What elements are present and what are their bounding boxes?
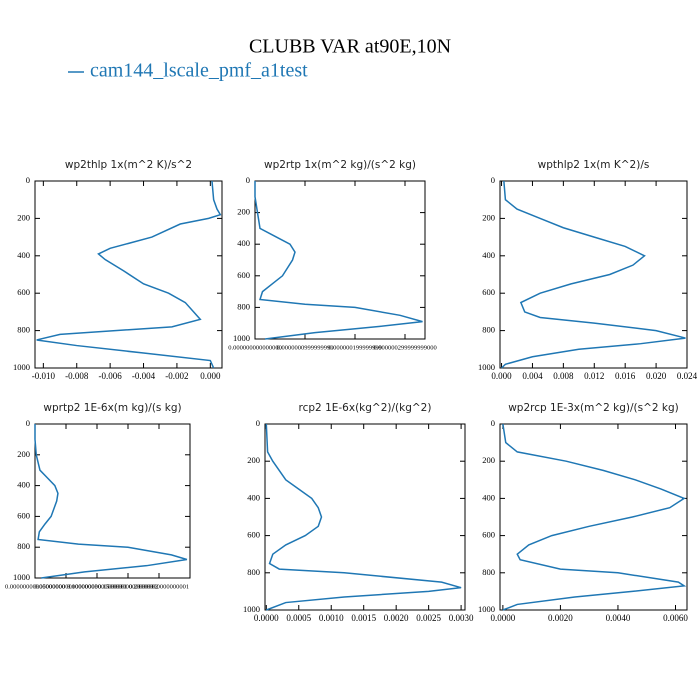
y-tick-label: 400 xyxy=(247,492,260,502)
y-tick-label: 800 xyxy=(17,325,30,335)
y-tick-label: 0 xyxy=(26,175,30,185)
x-tick-label: 0.000 xyxy=(491,371,512,381)
y-tick-label: 600 xyxy=(482,287,495,297)
panel-title: wp2rtp 1x(m^2 kg)/(s^2 kg) xyxy=(264,159,416,171)
profile-line xyxy=(36,180,222,369)
x-tick-label: 0.0030 xyxy=(449,613,474,623)
x-tick-label: 0.0015 xyxy=(351,613,376,623)
panel-title: wprtp2 1E-6x(m kg)/(s kg) xyxy=(43,402,181,414)
y-tick-label: 0 xyxy=(26,418,30,428)
y-tick-label: 200 xyxy=(247,455,260,465)
x-tick-label: 0.000000299999999000 xyxy=(373,344,436,351)
y-tick-label: 800 xyxy=(482,567,495,577)
profile-line xyxy=(34,424,188,579)
x-tick-label: -0.002 xyxy=(165,371,188,381)
y-tick-label: 200 xyxy=(482,455,495,465)
x-tick-label: 0.0000000999999990 xyxy=(277,344,334,351)
y-tick-label: 200 xyxy=(237,207,250,217)
x-tick-label: 0.020 xyxy=(646,371,667,381)
x-tick-label: 0.0025 xyxy=(416,613,441,623)
x-tick-label: 0.008 xyxy=(553,371,574,381)
profile-line xyxy=(502,423,687,611)
plot-frame xyxy=(34,180,223,369)
x-tick-label: -0.008 xyxy=(65,371,89,381)
y-tick-label: 1000 xyxy=(233,333,250,343)
x-tick-label: 0.016 xyxy=(615,371,636,381)
y-tick-label: 400 xyxy=(17,250,30,260)
y-tick-label: 1000 xyxy=(13,362,30,372)
x-tick-label: 0.0060 xyxy=(663,613,688,623)
x-tick-label: -0.004 xyxy=(132,371,156,381)
y-tick-label: 200 xyxy=(17,449,30,459)
page-title: CLUBB VAR at90E,10N xyxy=(249,36,451,58)
y-tick-label: 600 xyxy=(247,530,260,540)
plot-frame xyxy=(254,180,426,340)
x-tick-label: 0.00000000000000000 xyxy=(5,583,65,590)
y-tick-label: 600 xyxy=(482,530,495,540)
legend-label: cam144_lscale_pmf_a1test xyxy=(90,60,308,82)
x-tick-label: 0.0000 xyxy=(491,613,516,623)
y-tick-label: 800 xyxy=(247,567,260,577)
panel-title: rcp2 1E-6x(kg^2)/(kg^2) xyxy=(299,402,432,414)
y-tick-label: 400 xyxy=(482,492,495,502)
x-tick-label: 0.10000000000000001 xyxy=(67,583,127,590)
x-tick-label: 0.0005 xyxy=(286,613,311,623)
x-tick-label: 0.0010 xyxy=(319,613,344,623)
profile-line xyxy=(501,180,686,369)
panel-title: wp2thlp 1x(m^2 K)/s^2 xyxy=(65,159,192,171)
x-tick-label: 0.000 xyxy=(200,371,221,381)
y-tick-label: 600 xyxy=(17,510,30,520)
y-tick-label: 200 xyxy=(17,212,30,222)
y-tick-label: 1000 xyxy=(13,572,30,582)
x-tick-label: 0.20000000000000001 xyxy=(129,583,189,590)
y-tick-label: 0 xyxy=(491,175,495,185)
x-tick-label: 0.0020 xyxy=(548,613,573,623)
y-tick-label: 1000 xyxy=(478,604,495,614)
y-tick-label: 800 xyxy=(17,541,30,551)
x-tick-label: 0.000000000000000 xyxy=(228,344,282,351)
x-tick-label: 0.15000000000000002 xyxy=(98,583,158,590)
x-tick-label: -0.010 xyxy=(32,371,56,381)
y-tick-label: 200 xyxy=(482,212,495,222)
y-tick-label: 400 xyxy=(482,250,495,260)
profile-line xyxy=(254,181,423,340)
plot-frame xyxy=(499,180,688,369)
plot-frame xyxy=(264,423,466,611)
x-tick-label: 0.024 xyxy=(677,371,698,381)
x-tick-label: 0.0020 xyxy=(384,613,409,623)
y-tick-label: 1000 xyxy=(243,604,260,614)
x-tick-label: 0.000000199999999 xyxy=(328,344,382,351)
x-tick-label: 0.012 xyxy=(584,371,604,381)
y-tick-label: 0 xyxy=(491,418,495,428)
x-tick-label: 0.004 xyxy=(522,371,543,381)
y-tick-label: 800 xyxy=(237,301,250,311)
y-tick-label: 800 xyxy=(482,325,495,335)
x-tick-label: 0.050000000000000003 xyxy=(34,583,97,590)
profile-line xyxy=(265,423,462,611)
y-tick-label: 0 xyxy=(256,418,260,428)
y-tick-label: 1000 xyxy=(478,362,495,372)
plot-frame xyxy=(499,423,688,611)
y-tick-label: 600 xyxy=(17,287,30,297)
y-tick-label: 0 xyxy=(246,175,250,185)
x-tick-label: -0.006 xyxy=(99,371,123,381)
plot-frame xyxy=(34,423,191,579)
y-tick-label: 600 xyxy=(237,270,250,280)
x-tick-label: 0.0000 xyxy=(254,613,279,623)
panel-title: wp2rcp 1E-3x(m^2 kg)/(s^2 kg) xyxy=(508,402,679,414)
y-tick-label: 400 xyxy=(237,238,250,248)
y-tick-label: 400 xyxy=(17,480,30,490)
panel-title: wpthlp2 1x(m K^2)/s xyxy=(538,159,650,171)
x-tick-label: 0.0040 xyxy=(606,613,631,623)
